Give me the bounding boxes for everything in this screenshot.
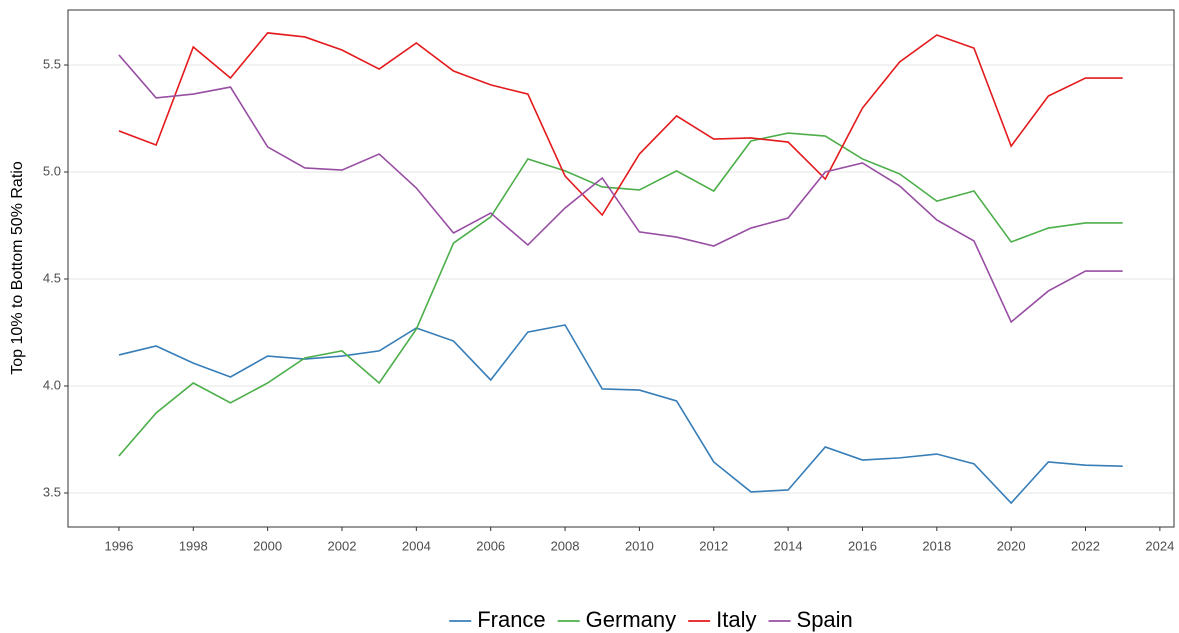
- x-tick-label: 2024: [1145, 538, 1174, 553]
- y-tick-label: 5.0: [43, 163, 61, 178]
- x-tick-label: 2022: [1071, 538, 1100, 553]
- x-tick-label: 2012: [699, 538, 728, 553]
- x-tick-label: 2002: [328, 538, 357, 553]
- y-tick-label: 4.5: [43, 270, 61, 285]
- y-tick-label: 3.5: [43, 484, 61, 499]
- y-tick-label: 4.0: [43, 377, 61, 392]
- y-axis-label: Top 10% to Bottom 50% Ratio: [9, 161, 26, 375]
- line: [118, 32, 1123, 217]
- x-tick-label: 2006: [476, 538, 505, 553]
- legend-label: Germany: [586, 607, 676, 632]
- x-tick-label: 2020: [997, 538, 1026, 553]
- x-tick-label: 2010: [625, 538, 654, 553]
- x-tick-label: 1998: [179, 538, 208, 553]
- x-tick-label: 2014: [774, 538, 803, 553]
- legend-label: Spain: [797, 607, 853, 632]
- line: [118, 324, 1123, 505]
- x-tick-label: 2000: [253, 538, 282, 553]
- legend-label: Italy: [716, 607, 756, 632]
- x-tick-label: 2016: [848, 538, 877, 553]
- legend-label: France: [477, 607, 545, 632]
- x-tick-label: 2018: [922, 538, 951, 553]
- line: [118, 132, 1123, 457]
- x-tick-label: 2008: [551, 538, 580, 553]
- plot-border: [67, 9, 1175, 528]
- line: [118, 54, 1123, 324]
- x-tick-label: 2004: [402, 538, 431, 553]
- y-tick-label: 5.5: [43, 56, 61, 71]
- x-tick-label: 1996: [104, 538, 133, 553]
